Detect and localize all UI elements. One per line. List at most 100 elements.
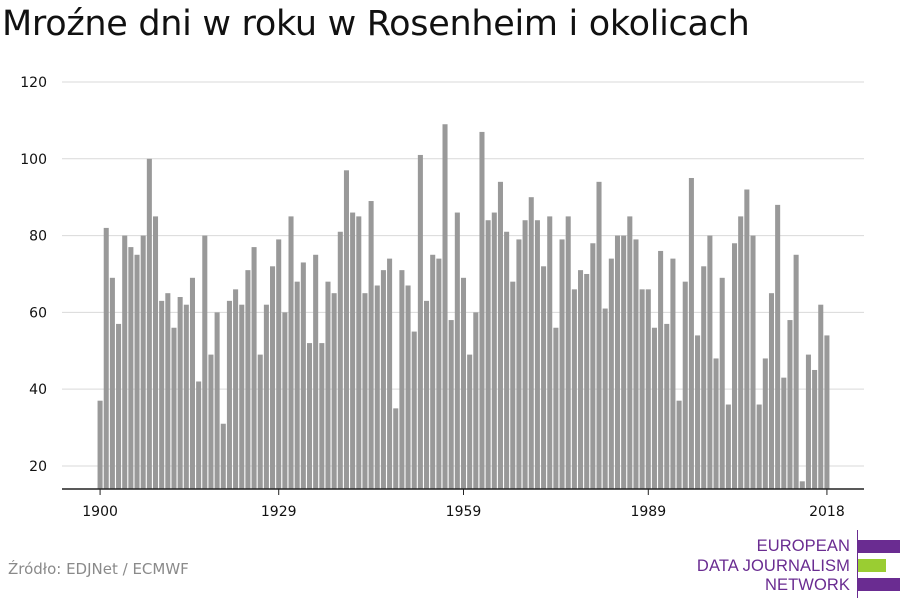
x-tick-label-1989: 1989 (630, 504, 666, 520)
bar-1957 (448, 320, 454, 489)
bar-2008 (762, 358, 768, 489)
bar-1955 (436, 258, 442, 489)
bar-1913 (177, 297, 183, 489)
bar-1963 (485, 220, 491, 490)
x-tick-label-1929: 1929 (261, 504, 297, 520)
bar-1973 (547, 216, 553, 489)
bar-1999 (707, 235, 713, 489)
bar-1993 (670, 258, 676, 489)
bar-1954 (430, 254, 436, 489)
bar-1904 (122, 235, 128, 489)
x-tick-label-2018: 2018 (809, 504, 845, 520)
bar-1950 (405, 285, 411, 489)
bar-1923 (239, 304, 245, 489)
source-note: Źródło: EDJNet / ECMWF (8, 560, 189, 578)
logo-bar-purple-top (858, 540, 900, 553)
bar-1924 (245, 270, 251, 489)
bar-1941 (350, 212, 356, 490)
bar-1949 (399, 270, 405, 489)
bar-1962 (479, 131, 485, 490)
bar-1975 (559, 239, 565, 489)
bar-1995 (682, 281, 688, 489)
bar-2011 (781, 377, 787, 489)
bar-1969 (522, 220, 528, 490)
bar-1971 (534, 220, 540, 490)
bar-1911 (165, 293, 171, 489)
logo-bar-green (858, 559, 886, 572)
bar-1982 (602, 308, 608, 489)
bar-1976 (565, 216, 571, 489)
bar-1905 (128, 247, 134, 489)
bar-1932 (294, 281, 300, 489)
bar-1994 (676, 400, 682, 489)
x-tick-label-1900: 1900 (82, 504, 118, 520)
bar-1981 (596, 181, 602, 489)
bar-2012 (787, 320, 793, 489)
bar-1914 (183, 304, 189, 489)
bar-1902 (109, 277, 115, 489)
bar-1953 (424, 300, 430, 489)
bar-1917 (202, 235, 208, 489)
bar-1985 (621, 235, 627, 489)
edjnet-logo[interactable]: EUROPEAN DATA JOURNALISM NETWORK (696, 530, 900, 600)
bar-1928 (270, 266, 276, 489)
bar-1970 (528, 197, 534, 489)
bar-1988 (639, 289, 645, 489)
bar-1920 (220, 423, 226, 489)
y-tick-label-120: 120 (20, 75, 47, 91)
bar-1974 (553, 327, 559, 489)
bar-1948 (393, 408, 399, 489)
bar-1915 (189, 277, 195, 489)
bar-1977 (571, 289, 577, 489)
bar-1956 (442, 124, 448, 490)
bar-1986 (627, 216, 633, 489)
bar-2013 (793, 254, 799, 489)
bar-1933 (300, 262, 306, 489)
bar-1910 (159, 300, 165, 489)
bar-1918 (208, 354, 214, 489)
bar-1944 (368, 201, 374, 489)
bar-1947 (387, 258, 393, 489)
bar-1930 (282, 312, 288, 489)
bar-1909 (152, 216, 159, 489)
bar-1989 (645, 289, 651, 489)
bar-1938 (331, 293, 337, 489)
bar-1951 (411, 331, 417, 489)
bar-1900 (97, 400, 103, 489)
bar-1991 (658, 250, 664, 489)
logo-line-2: DATA JOURNALISM (696, 557, 850, 575)
logo-line-3: NETWORK (764, 576, 850, 594)
bar-2005 (744, 189, 750, 489)
y-axis-labels: 20 40 60 80 100 120 (20, 75, 47, 475)
bar-1968 (516, 239, 522, 489)
bar-1979 (584, 273, 590, 489)
bar-1936 (319, 343, 325, 489)
bar-2009 (768, 293, 775, 489)
bar-2016 (812, 369, 818, 489)
y-tick-label-100: 100 (20, 152, 47, 168)
bar-2002 (725, 404, 731, 489)
bar-2017 (818, 304, 824, 489)
bar-2010 (775, 204, 781, 489)
bar-1919 (214, 312, 220, 489)
bar-2007 (756, 404, 762, 489)
bar-2001 (719, 277, 725, 489)
bar-1987 (633, 239, 639, 489)
bar-1972 (541, 266, 547, 489)
bar-1937 (325, 281, 331, 489)
bar-1984 (614, 235, 621, 489)
bar-1912 (171, 327, 177, 489)
bar-2004 (738, 216, 744, 489)
bar-1980 (590, 243, 596, 489)
bar-1967 (510, 281, 516, 489)
bar-1946 (380, 270, 386, 489)
bar-1922 (233, 289, 239, 489)
bar-1940 (343, 170, 349, 489)
page-title: Mroźne dni w roku w Rosenheim i okolicac… (2, 4, 750, 44)
bar-1929 (276, 239, 282, 489)
bar-1983 (608, 258, 614, 489)
bar-1990 (651, 327, 657, 489)
bar-2006 (750, 235, 756, 489)
logo-divider (857, 530, 858, 598)
